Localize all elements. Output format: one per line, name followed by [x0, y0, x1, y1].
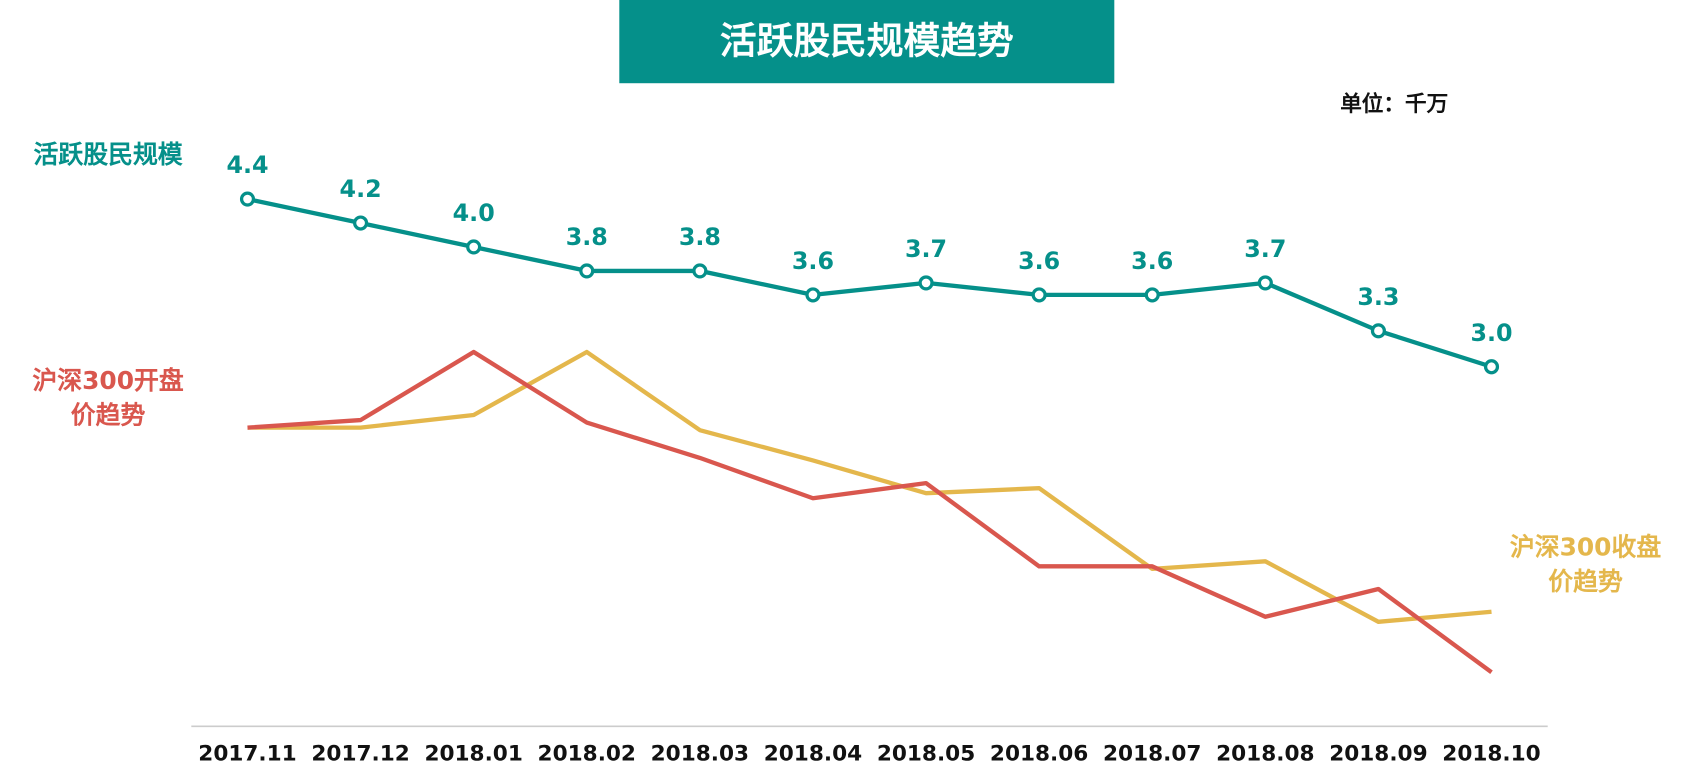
series-line — [247, 196, 1493, 369]
point-marker — [1031, 287, 1047, 303]
value-label: 4.2 — [340, 175, 382, 203]
legend-label: 活跃股民规模 — [33, 141, 183, 170]
value-label: 3.3 — [1357, 283, 1399, 311]
legend-label: 沪深300收盘价趋势 — [1509, 533, 1662, 597]
x-tick-label: 2018.06 — [990, 741, 1088, 766]
value-label: 3.8 — [679, 223, 721, 251]
value-label: 3.6 — [792, 247, 834, 275]
title-box — [619, 0, 1115, 84]
point-marker — [1483, 359, 1500, 375]
point-marker — [579, 263, 595, 279]
point-marker — [692, 263, 708, 279]
point-marker — [1370, 323, 1386, 339]
x-tick-label: 2018.05 — [877, 741, 975, 766]
point-marker — [1144, 287, 1160, 303]
x-tick-label: 2018.09 — [1329, 741, 1427, 766]
chart-title: 活跃股民规模趋势 — [720, 20, 1014, 63]
point-marker — [239, 191, 256, 207]
value-label: 3.7 — [1244, 235, 1286, 263]
x-tick-label: 2017.12 — [311, 741, 409, 766]
point-marker — [353, 215, 369, 231]
value-label: 3.7 — [905, 235, 947, 263]
x-tick-label: 2018.01 — [424, 741, 522, 766]
x-tick-label: 2017.11 — [198, 741, 296, 766]
value-label: 3.0 — [1470, 319, 1512, 347]
unit-label: 单位：千万 — [1340, 91, 1448, 117]
x-tick-label: 2018.07 — [1103, 741, 1201, 766]
value-label: 3.6 — [1131, 247, 1173, 275]
series-line — [247, 349, 1493, 674]
point-marker — [918, 275, 934, 291]
x-tick-label: 2018.08 — [1216, 741, 1314, 766]
point-marker — [805, 287, 821, 303]
legend-label: 沪深300开盘价趋势 — [32, 367, 184, 431]
x-tick-label: 2018.02 — [538, 741, 636, 766]
series-line — [247, 349, 1492, 624]
value-label: 3.8 — [566, 223, 608, 251]
x-tick-label: 2018.03 — [651, 741, 749, 766]
value-label: 4.0 — [453, 199, 495, 227]
point-marker — [466, 239, 482, 255]
value-label: 3.6 — [1018, 247, 1060, 275]
value-label: 4.4 — [226, 151, 268, 179]
x-tick-label: 2018.04 — [764, 741, 862, 766]
x-tick-label: 2018.10 — [1442, 741, 1540, 766]
point-marker — [1257, 275, 1273, 291]
